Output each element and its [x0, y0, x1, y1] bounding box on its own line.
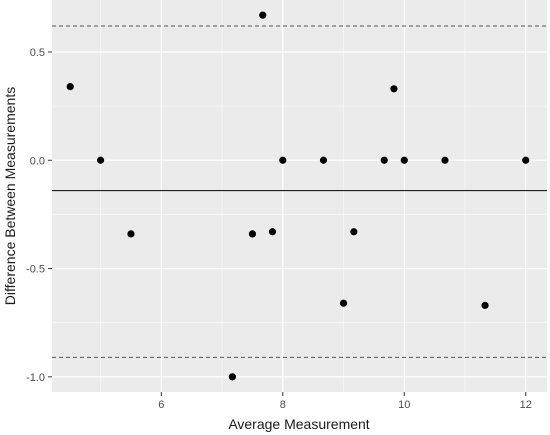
- x-axis-title: Average Measurement: [228, 416, 369, 432]
- x-tick-label: 12: [520, 399, 532, 411]
- data-point: [66, 83, 74, 91]
- data-point: [481, 301, 489, 309]
- data-point: [268, 228, 277, 236]
- data-point: [380, 156, 388, 164]
- data-point: [390, 85, 398, 93]
- plot-panel: [52, 0, 547, 392]
- reference-lines: [52, 25, 547, 358]
- major-gridlines: [52, 0, 547, 392]
- data-point: [96, 156, 105, 164]
- data-point: [350, 228, 358, 236]
- y-tick-label: 0.5: [30, 47, 45, 59]
- data-point: [228, 373, 236, 381]
- x-tick-label: 10: [398, 399, 410, 411]
- y-axis-title: Difference Between Measurements: [2, 87, 18, 305]
- x-axis-ticks: 6 8 10 12: [158, 392, 532, 411]
- data-point: [279, 156, 287, 164]
- data-point: [400, 156, 408, 164]
- data-point: [441, 156, 449, 164]
- data-point: [127, 230, 135, 238]
- data-point: [339, 299, 348, 307]
- y-tick-label: 0.0: [30, 155, 45, 167]
- y-tick-label: -1.0: [26, 372, 45, 384]
- data-point: [248, 230, 257, 238]
- y-tick-label: -0.5: [26, 264, 45, 276]
- data-points: [66, 11, 530, 381]
- y-axis-ticks: -1.0 -0.5 0.0 0.5: [26, 47, 52, 384]
- x-tick-label: 6: [158, 399, 164, 411]
- data-point: [319, 156, 328, 164]
- data-point: [522, 156, 530, 164]
- minor-gridlines: [52, 0, 547, 392]
- data-point: [259, 11, 267, 19]
- x-tick-label: 8: [280, 399, 286, 411]
